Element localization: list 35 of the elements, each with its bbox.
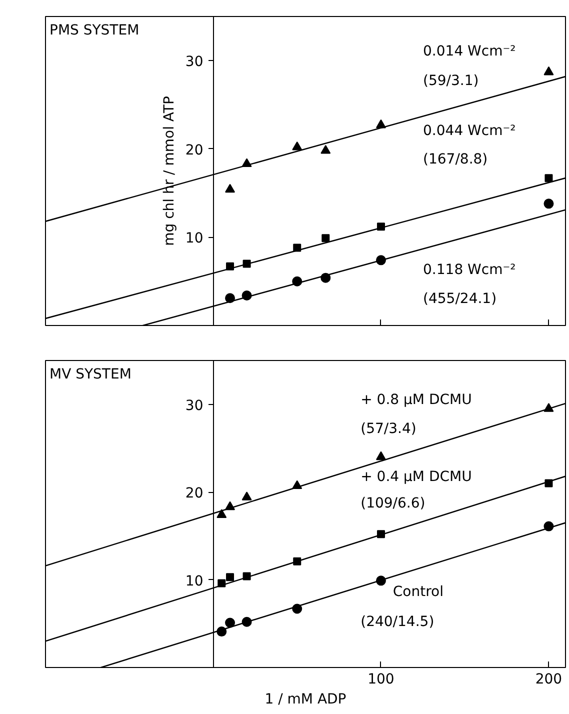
y-tick-label: 10 [185,573,204,590]
y-tick-label: 20 [185,142,204,158]
point [544,174,553,182]
point [292,141,302,150]
annotation: (109/6.6) [360,496,426,512]
annotation: + 0.4 μM DCMU [360,469,472,486]
annotation: 0.044 Wcm⁻² [423,123,516,140]
annotation: + 0.8 μM DCMU [360,392,472,408]
point [216,509,227,518]
point [544,198,554,209]
point [225,618,236,628]
y-tick-label: 30 [185,398,204,414]
chart-title: MV SYSTEM [50,366,132,382]
point [322,234,330,242]
annotation: 0.118 Wcm⁻² [423,262,516,278]
annotation: (59/3.1) [423,73,479,90]
point [225,184,236,193]
x-tick-label: 100 [368,672,394,688]
point [376,451,386,460]
text: PMS SYSTEM [50,22,140,38]
x-tick-label: 200 [535,672,562,688]
point [226,573,234,582]
annotation: (240/14.5) [360,614,434,630]
point [242,492,252,500]
y-tick-label: 30 [185,54,204,70]
annotation: Control [392,584,444,600]
annotation: (455/24.1) [423,290,497,307]
y-tick-label: 10 [185,230,204,247]
x-axis-title: 1 / mM ADP [264,692,346,708]
annotation: (57/3.4) [360,420,416,437]
annotation: (167/8.8) [423,152,488,168]
annotation: 0.014 Wcm⁻² [423,44,516,60]
point [320,145,331,154]
y-tick-label: 20 [185,486,204,502]
point [544,66,554,76]
